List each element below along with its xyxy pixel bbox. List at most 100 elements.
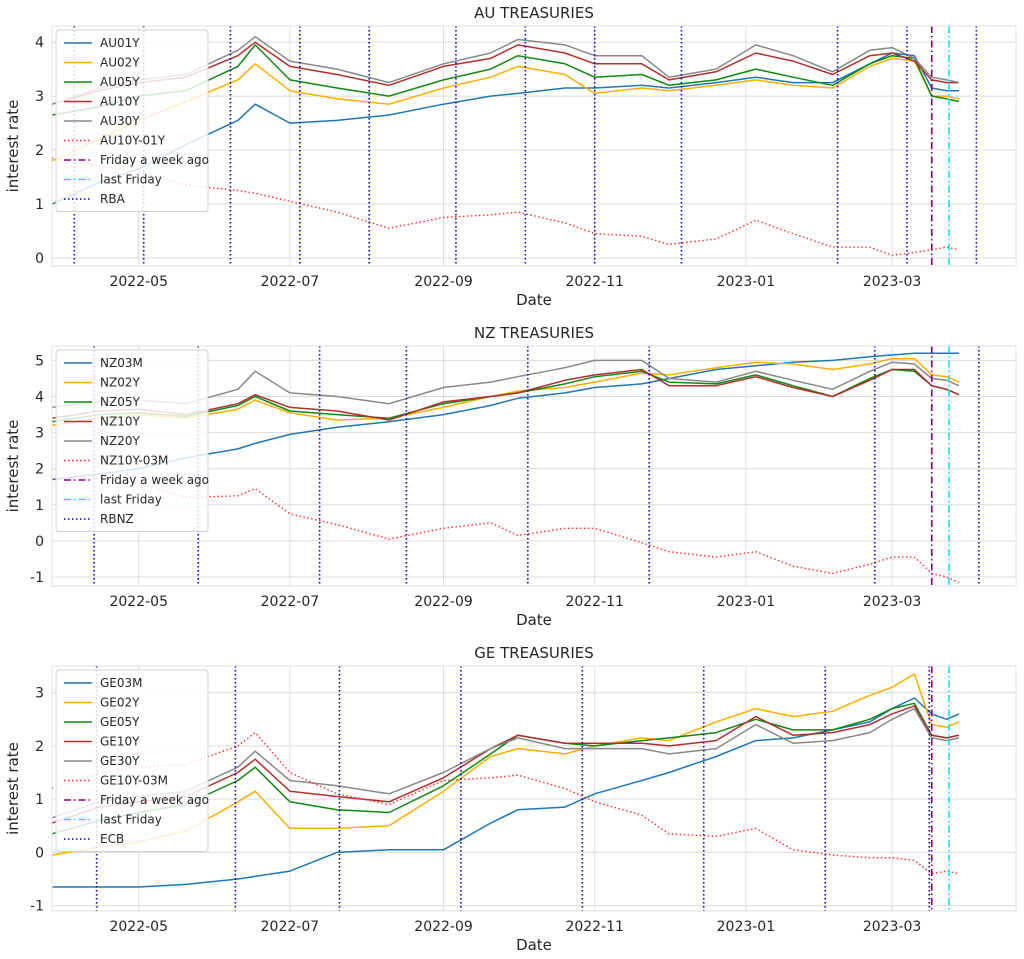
series-line-au10y-01y <box>51 157 960 256</box>
series-line-ge30y <box>51 707 960 819</box>
ge-treasuries-xtick-label: 2022-05 <box>109 919 168 935</box>
legend-label-rba: RBA <box>100 192 126 206</box>
legend-label-au05y: AU05Y <box>100 75 140 89</box>
series-line-ge02y <box>51 673 960 856</box>
nz-treasuries-xtick-label: 2022-09 <box>414 594 473 610</box>
legend-label-au10y-01y: AU10Y-01Y <box>100 134 166 148</box>
legend-label-last-friday: last Friday <box>100 173 162 187</box>
au-treasuries-legend-box <box>55 29 209 212</box>
legend-label-nz02y: NZ02Y <box>100 376 140 390</box>
nz-treasuries-legend-box <box>55 349 209 532</box>
ge-treasuries-ytick-label: 0 <box>35 845 44 861</box>
au-treasuries-ytick-label: 0 <box>35 251 44 267</box>
legend-label-friday-a-week-ago: Friday a week ago <box>100 473 209 487</box>
nz-treasuries-ytick-label: -1 <box>30 570 44 586</box>
legend-label-friday-a-week-ago: Friday a week ago <box>100 793 209 807</box>
legend-label-nz03m: NZ03M <box>100 356 143 370</box>
legend-label-nz05y: NZ05Y <box>100 395 140 409</box>
legend-label-ge02y: GE02Y <box>100 696 140 710</box>
au-treasuries-legend: AU01Y AU02Y AU05Y AU10Y AU30Y AU10Y-01Y Friday… <box>55 29 209 212</box>
legend-label-ge10y: GE10Y <box>100 735 140 749</box>
nz-treasuries-xtick-label: 2022-07 <box>261 594 320 610</box>
series-line-ge10y <box>51 705 960 824</box>
ge-treasuries-xtick-label: 2022-09 <box>414 919 473 935</box>
au-treasuries-xtick-label: 2022-07 <box>261 274 320 290</box>
au-treasuries-ytick-label: 1 <box>35 197 44 213</box>
au-treasuries-ytick-label: 3 <box>35 89 44 105</box>
ge-treasuries-legend: GE03M GE02Y GE05Y GE10Y GE30Y GE10Y-03M Friday… <box>55 669 209 852</box>
nz-treasuries-title: NZ TREASURIES <box>474 324 594 342</box>
ge-treasuries-ytick-label: -1 <box>30 899 44 915</box>
legend-label-ge05y: GE05Y <box>100 715 140 729</box>
nz-treasuries-ytick-label: 2 <box>35 462 44 478</box>
ge-treasuries-title: GE TREASURIES <box>474 644 594 662</box>
legend-label-ge10y-03m: GE10Y-03M <box>100 774 168 788</box>
legend-label-au01y: AU01Y <box>100 36 140 50</box>
nz-treasuries-xlabel: Date <box>516 611 552 629</box>
au-treasuries-ytick-label: 4 <box>35 35 44 51</box>
ge-treasuries-xtick-label: 2022-11 <box>565 919 624 935</box>
nz-treasuries-ytick-label: 1 <box>35 498 44 514</box>
nz-treasuries-legend: NZ03M NZ02Y NZ05Y NZ10Y NZ20Y NZ10Y-03M Friday… <box>55 349 209 532</box>
nz-treasuries-axes-frame <box>51 345 1017 587</box>
legend-label-nz10y-03m: NZ10Y-03M <box>100 454 168 468</box>
nz-treasuries-ytick-label: 3 <box>35 426 44 442</box>
legend-label-nz10y: NZ10Y <box>100 415 140 429</box>
ge-treasuries-xtick-label: 2022-07 <box>261 919 320 935</box>
series-line-au10y <box>51 41 959 105</box>
au-treasuries-xlabel: Date <box>516 291 552 309</box>
legend-label-ge30y: GE30Y <box>100 754 140 768</box>
legend-label-rbnz: RBNZ <box>100 512 134 526</box>
au-treasuries-xtick-label: 2023-01 <box>717 274 776 290</box>
series-line-au05y <box>51 44 960 116</box>
nz-treasuries-xtick-label: 2023-03 <box>863 594 922 610</box>
ge-treasuries-axes-frame <box>51 665 1017 912</box>
au-treasuries-axes-frame <box>51 25 1017 267</box>
ge-treasuries-ylabel: interest rate <box>4 742 22 835</box>
nz-treasuries-xtick-label: 2023-01 <box>717 594 776 610</box>
legend-label-last-friday: last Friday <box>100 813 162 827</box>
ge-treasuries-ytick-label: 1 <box>35 792 44 808</box>
legend-label-nz20y: NZ20Y <box>100 434 140 448</box>
ge-treasuries-legend-box <box>55 669 209 852</box>
au-treasuries-xtick-label: 2023-03 <box>863 274 922 290</box>
au-treasuries-ytick-label: 2 <box>35 143 44 159</box>
nz-treasuries-ylabel: interest rate <box>4 420 22 513</box>
au-treasuries-title: AU TREASURIES <box>474 4 594 22</box>
series-line-au01y <box>51 52 959 205</box>
ge-treasuries-panel: -1 0 1 2 3 2022-05 2022-07 2022-09 2022-11 2023-0… <box>4 644 1017 954</box>
series-line-nz20y <box>51 359 960 409</box>
au-treasuries-panel: 0 1 2 3 4 2022-05 2022-07 2022-09 2022-11 2023-01… <box>4 4 1017 309</box>
nz-treasuries-ytick-label: 0 <box>35 534 44 550</box>
ge-treasuries-plot-area <box>51 665 1017 912</box>
ge-treasuries-xtick-label: 2023-03 <box>863 919 922 935</box>
series-line-au02y <box>51 57 960 162</box>
legend-label-au30y: AU30Y <box>100 114 140 128</box>
series-line-nz10y-03m <box>51 477 960 584</box>
series-line-nz10y <box>51 368 960 421</box>
series-line-nz02y <box>51 357 960 427</box>
ge-treasuries-xlabel: Date <box>516 936 552 954</box>
au-treasuries-ylabel: interest rate <box>4 100 22 193</box>
series-line-au30y <box>51 36 960 105</box>
au-treasuries-xtick-label: 2022-09 <box>414 274 473 290</box>
nz-treasuries-ytick-label: 4 <box>35 390 44 406</box>
nz-treasuries-panel: -1 0 1 2 3 4 5 2022-05 2022-07 2022-09 2022-11 2023… <box>4 324 1017 629</box>
legend-label-ecb: ECB <box>100 832 124 846</box>
au-treasuries-xtick-label: 2022-05 <box>109 274 168 290</box>
legend-label-last-friday: last Friday <box>100 493 162 507</box>
ge-treasuries-ytick-label: 3 <box>35 686 44 702</box>
legend-label-au02y: AU02Y <box>100 56 140 70</box>
nz-treasuries-ytick-label: 5 <box>35 353 44 369</box>
series-line-nz03m <box>51 352 959 481</box>
legend-label-au10y: AU10Y <box>100 95 140 109</box>
legend-label-ge03m: GE03M <box>100 676 143 690</box>
ge-treasuries-ytick-label: 2 <box>35 739 44 755</box>
au-treasuries-xtick-label: 2022-11 <box>565 274 624 290</box>
nz-treasuries-xtick-label: 2022-05 <box>109 594 168 610</box>
legend-label-friday-a-week-ago: Friday a week ago <box>100 153 209 167</box>
series-line-ge05y <box>51 702 960 835</box>
nz-treasuries-xtick-label: 2022-11 <box>565 594 624 610</box>
ge-treasuries-xtick-label: 2023-01 <box>717 919 776 935</box>
